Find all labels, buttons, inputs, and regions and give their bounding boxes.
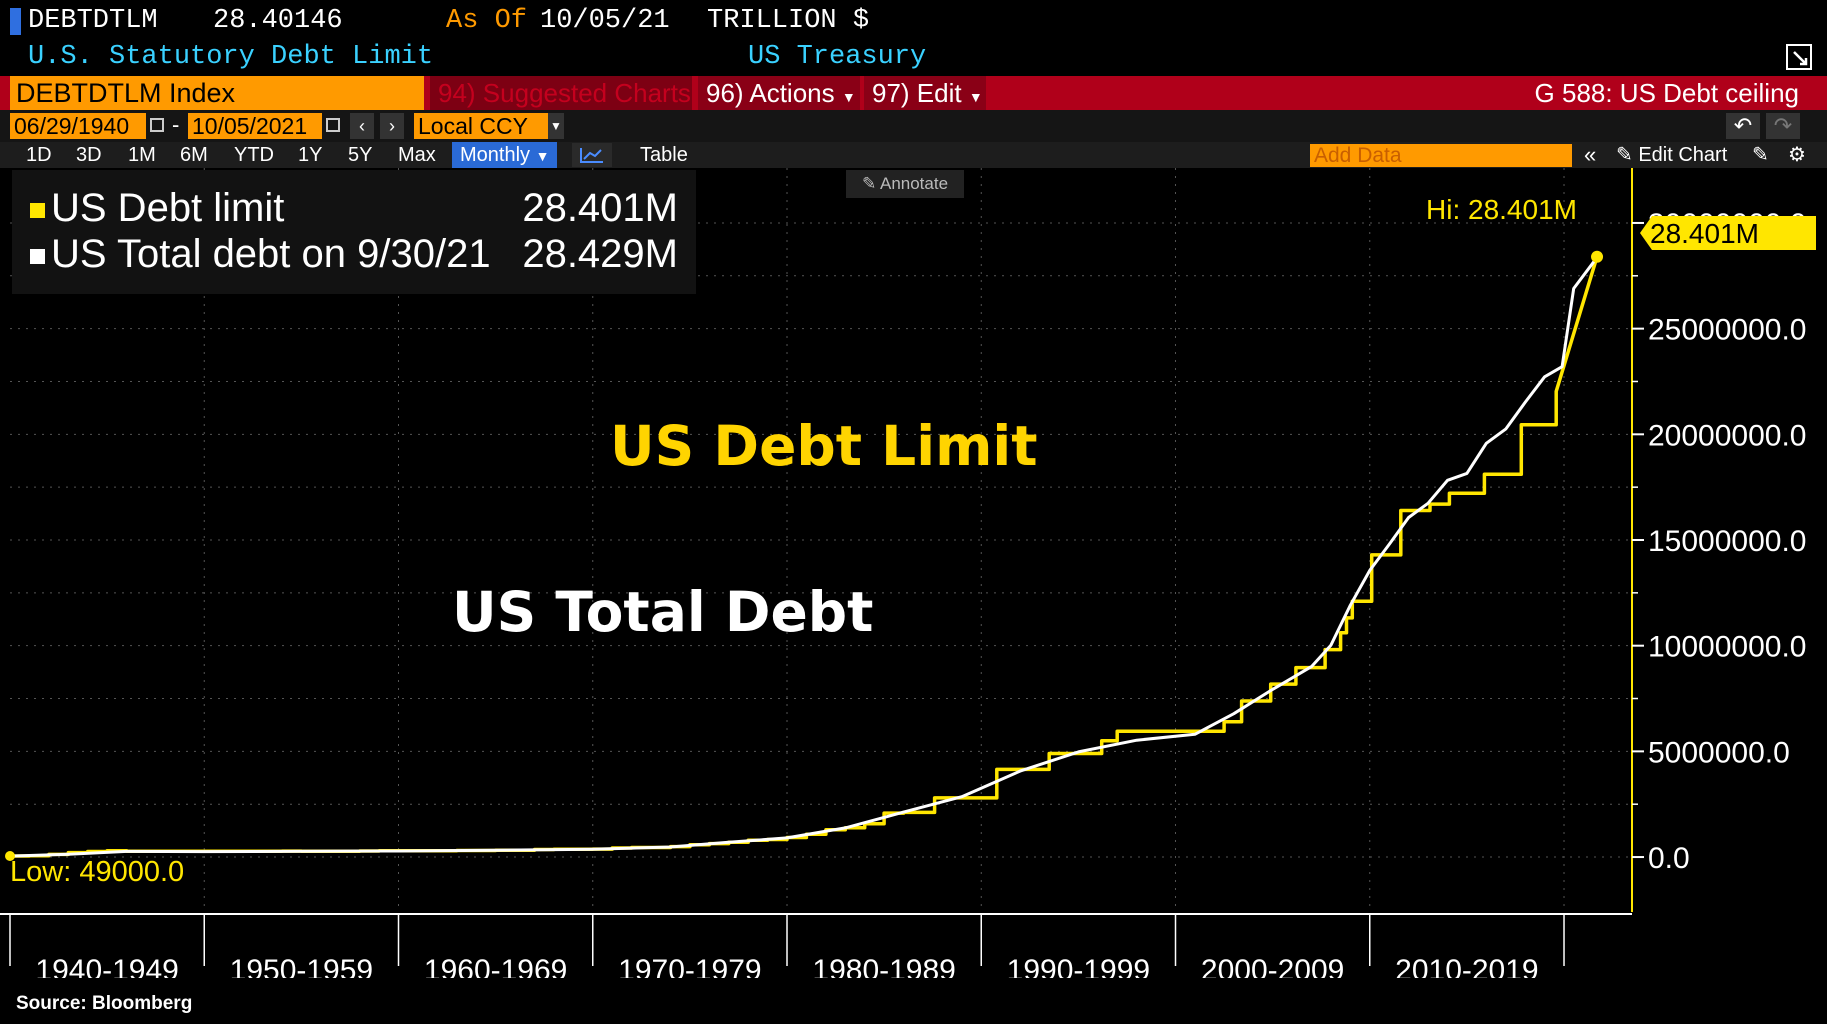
- range-button-5y[interactable]: 5Y: [348, 144, 373, 166]
- last-price-value: 28.401M: [1650, 218, 1759, 249]
- caret-down-icon: ▼: [535, 148, 550, 164]
- security-header: DEBTDTLM 28.40146 As Of 10/05/21 TRILLIO…: [0, 0, 1827, 40]
- calendar-icon[interactable]: [326, 118, 340, 132]
- as-of-label: As Of: [446, 6, 528, 36]
- chart-series: [5, 250, 1604, 862]
- range-button-1m[interactable]: 1M: [128, 144, 156, 166]
- y-tick-label: 0.0: [1648, 842, 1690, 875]
- range-button-1y[interactable]: 1Y: [298, 144, 323, 166]
- series-endpoint-marker: [1591, 250, 1604, 263]
- legend-swatch-white: [30, 248, 45, 264]
- source-note: Source: Bloomberg: [16, 993, 193, 1014]
- x-tick-label: 1960-1969: [424, 954, 567, 978]
- pencil-icon: ✎: [1616, 144, 1633, 166]
- legend-swatch-yellow: [30, 202, 45, 218]
- caret-down-icon: ▼: [841, 89, 856, 105]
- y-tick-label: 20000000.0: [1648, 419, 1807, 452]
- chart-controls: 1D 3D 1M 6M YTD 1Y 5Y Max Monthly ▼ Tabl…: [0, 142, 1827, 168]
- y-tick-label: 10000000.0: [1648, 631, 1807, 664]
- annotate-label: Annotate: [879, 174, 949, 193]
- ticker-label: DEBTDTLM: [28, 6, 158, 36]
- date-separator: -: [172, 112, 180, 137]
- x-tick-label: 1980-1989: [812, 954, 955, 978]
- y-tick-label: 25000000.0: [1648, 314, 1807, 347]
- range-button-max[interactable]: Max: [398, 144, 436, 166]
- range-button-ytd[interactable]: YTD: [234, 144, 274, 166]
- total-annotation: US Total Debt: [452, 580, 874, 644]
- actions-label: 96) Actions: [706, 78, 835, 108]
- y-tick-label: 5000000.0: [1648, 736, 1790, 769]
- index-field[interactable]: DEBTDTLM Index: [10, 76, 424, 110]
- undo-icon[interactable]: ↶: [1726, 113, 1760, 139]
- function-title: G 588: US Debt ceiling: [1534, 78, 1799, 108]
- series-line-total-debt: [9, 255, 1600, 858]
- header-marker: [10, 8, 21, 35]
- low-label: Low: 49000.0: [10, 856, 185, 888]
- date-range-toolbar: 06/29/1940 - 10/05/2021 ‹ › Local CCY ▼ …: [0, 110, 1827, 142]
- currency-select[interactable]: Local CCY: [414, 113, 548, 139]
- x-tick-label: 2010-2019: [1395, 954, 1538, 978]
- edit-icon[interactable]: ✎: [1752, 144, 1769, 166]
- x-tick-label: 1990-1999: [1007, 954, 1150, 978]
- scroll-left-button[interactable]: ‹: [350, 113, 374, 139]
- edit-label: 97) Edit: [872, 78, 962, 108]
- chart-legend: US Debt limit 28.401M US Total debt on 9…: [12, 170, 696, 294]
- edit-chart-label: Edit Chart: [1638, 144, 1728, 166]
- periodicity-label: Monthly: [460, 144, 531, 166]
- pencil-icon: ✎: [861, 174, 877, 193]
- as-of-date: 10/05/21: [540, 6, 670, 36]
- line-chart-icon[interactable]: [572, 143, 612, 167]
- start-date-field[interactable]: 06/29/1940: [10, 113, 146, 139]
- chevron-down-icon[interactable]: ▼: [548, 113, 564, 139]
- y-tick-label: 15000000.0: [1648, 525, 1807, 558]
- collapse-icon[interactable]: «: [1584, 142, 1597, 167]
- legend-value: 28.429M: [522, 232, 678, 276]
- x-tick-label: 1950-1959: [230, 954, 373, 978]
- range-button-6m[interactable]: 6M: [180, 144, 208, 166]
- legend-label: US Total debt on 9/30/21: [51, 232, 491, 276]
- actions-menu[interactable]: 96) Actions ▼: [698, 76, 860, 110]
- legend-label: US Debt limit: [51, 186, 285, 230]
- x-tick-label: 1940-1949: [35, 954, 178, 978]
- periodicity-select[interactable]: Monthly ▼: [452, 142, 558, 168]
- legend-item-total-debt[interactable]: US Total debt on 9/30/21: [30, 232, 491, 277]
- x-tick-label: 2000-2009: [1201, 954, 1344, 978]
- add-data-field[interactable]: Add Data: [1310, 144, 1572, 167]
- limit-annotation: US Debt Limit: [610, 414, 1038, 478]
- range-button-3d[interactable]: 3D: [76, 144, 102, 166]
- scroll-right-button[interactable]: ›: [380, 113, 404, 139]
- units-label: TRILLION $: [707, 6, 870, 36]
- last-value: 28.40146: [213, 6, 343, 36]
- range-button-1d[interactable]: 1D: [26, 144, 52, 166]
- calendar-icon[interactable]: [150, 118, 164, 132]
- popout-icon[interactable]: [1786, 44, 1812, 70]
- suggested-charts-button[interactable]: 94) Suggested Charts: [430, 76, 692, 110]
- series-startpoint-marker: [5, 851, 15, 862]
- legend-value: 28.401M: [522, 186, 678, 230]
- table-button[interactable]: Table: [640, 144, 688, 166]
- edit-menu[interactable]: 97) Edit ▼: [864, 76, 986, 110]
- redo-icon[interactable]: ↷: [1766, 113, 1800, 139]
- last-price-tag: 28.401M: [1640, 216, 1816, 250]
- series-line-debt-limit: [10, 256, 1599, 858]
- function-toolbar: DEBTDTLM Index 94) Suggested Charts 96) …: [0, 76, 1827, 110]
- annotate-button[interactable]: ✎ Annotate: [846, 170, 964, 198]
- legend-item-debt-limit[interactable]: US Debt limit: [30, 186, 284, 231]
- source-name-label: US Treasury: [748, 42, 927, 72]
- description-label: U.S. Statutory Debt Limit: [28, 42, 434, 72]
- caret-down-icon: ▼: [968, 89, 983, 105]
- gear-icon[interactable]: ⚙: [1788, 144, 1806, 166]
- edit-chart-button[interactable]: ✎ Edit Chart: [1616, 142, 1727, 168]
- end-date-field[interactable]: 10/05/2021: [188, 113, 322, 139]
- x-tick-label: 1970-1979: [618, 954, 761, 978]
- hi-label: Hi: 28.401M: [1426, 194, 1577, 225]
